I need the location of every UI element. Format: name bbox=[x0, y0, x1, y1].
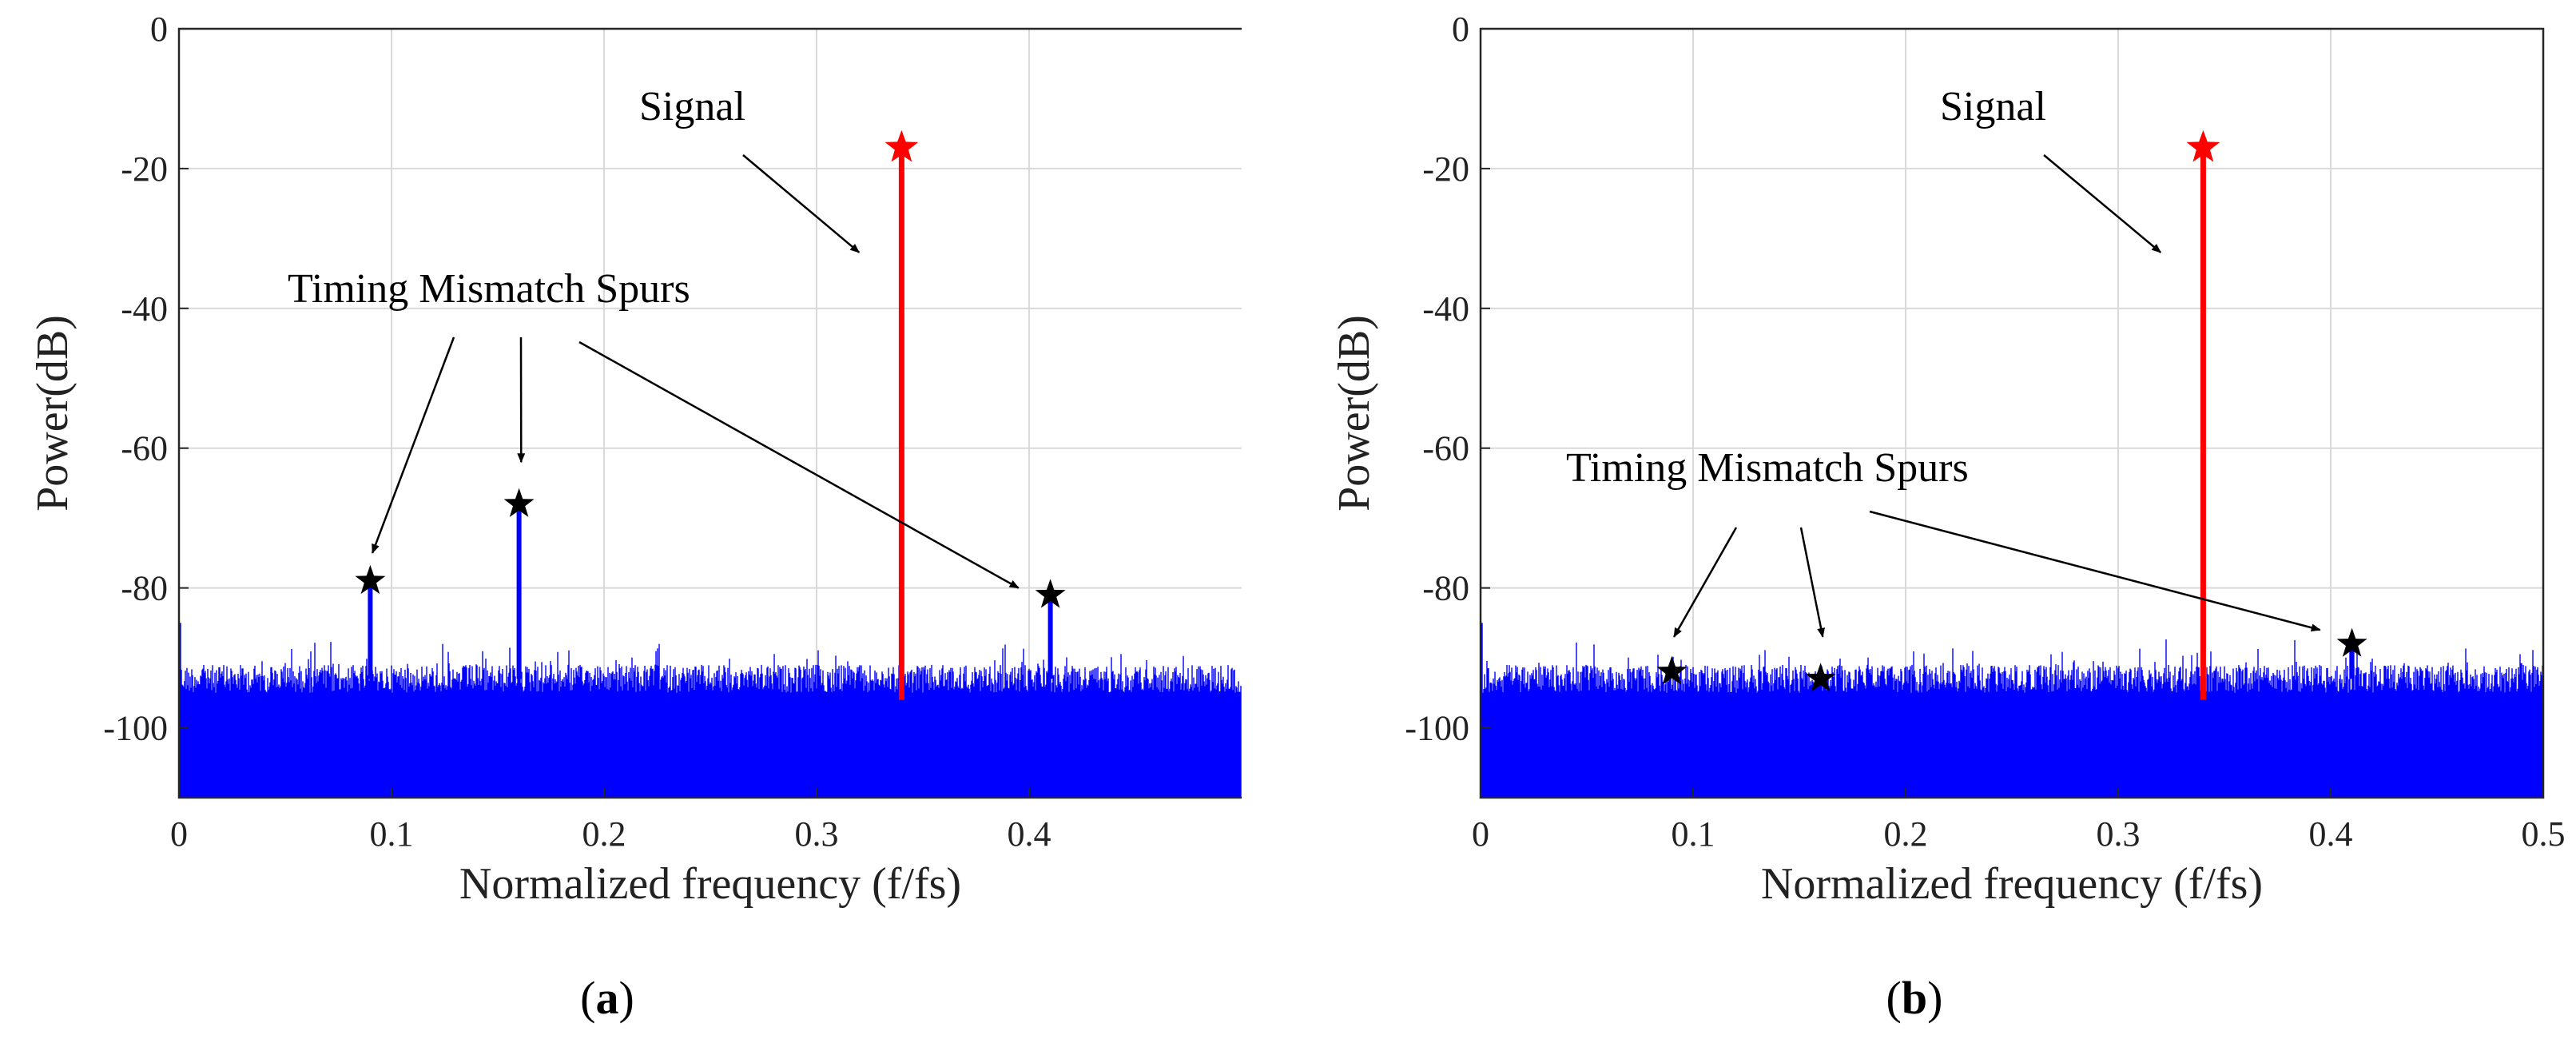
panel-b-xtick-label: 0.3 bbox=[2097, 814, 2141, 854]
panel-a-spur-marker-2 bbox=[1035, 579, 1066, 608]
panel-b-spurs-annotation: Timing Mismatch Spurs bbox=[1566, 445, 1969, 491]
panel-b-noise-floor bbox=[1481, 623, 2543, 798]
panel-a-signal-arrow bbox=[742, 154, 861, 253]
panel-b-signal-marker bbox=[2186, 129, 2220, 162]
panel-a-ytick-label: -100 bbox=[103, 709, 168, 748]
panel-b-xtick-label: 0 bbox=[1472, 814, 1489, 854]
panel-b-xlabel: Normalized frequency (f/fs) bbox=[1761, 859, 2263, 909]
panel-b-signal-arrow bbox=[2043, 154, 2162, 253]
panel-a-signal-marker bbox=[885, 129, 919, 162]
panel-a-xtick-label: 0.4 bbox=[1008, 814, 1051, 854]
panel-b-ytick-label: 0 bbox=[1452, 10, 1469, 49]
panel-b-spur-marker-1 bbox=[1805, 663, 1836, 692]
panel-b-spur-arrow-0 bbox=[1672, 527, 1738, 638]
panel-b-spur-marker-0 bbox=[1656, 655, 1688, 685]
panel-b-label: (b) bbox=[1886, 972, 1943, 1024]
panel-a-signal-annotation: Signal bbox=[639, 84, 745, 129]
panel-b-ylabel: Power(dB) bbox=[1330, 315, 1379, 512]
panel-a-spur-arrow-0 bbox=[371, 336, 455, 554]
panel-a-xtick-label: 0.1 bbox=[370, 814, 414, 854]
panel-a-spur-marker-0 bbox=[355, 564, 386, 595]
panel-b-ytick-label: -20 bbox=[1422, 149, 1469, 189]
panel-a-plot-frame bbox=[177, 27, 1242, 799]
panel-a-ytick-label: 0 bbox=[150, 10, 168, 49]
panel-a-chart: 0 -20 -40 -60 -80 -100 0 0.1 0.2 0.3 0.4 Normalized… bbox=[28, 10, 1242, 1024]
panel-a-ylabel: Power(dB) bbox=[28, 315, 78, 512]
panel-b-plot-frame bbox=[1479, 27, 2545, 799]
panel-a-ytick-label: -20 bbox=[121, 149, 168, 189]
panel-a-ytick-label: -60 bbox=[121, 429, 168, 468]
panel-b-xtick-label: 0.5 bbox=[2522, 814, 2566, 854]
panel-b-xtick-label: 0.1 bbox=[1672, 814, 1715, 854]
panel-a-noise-floor bbox=[179, 623, 1242, 798]
panel-b-spur-arrow-1 bbox=[1799, 527, 1826, 638]
panel-a-ytick-label: -80 bbox=[121, 569, 168, 608]
panel-a-xtick-label: 0 bbox=[170, 814, 188, 854]
panel-b-spur-arrow-2 bbox=[1869, 510, 2321, 632]
panel-b-ytick-label: -60 bbox=[1422, 429, 1469, 468]
panel-b-xtick-label: 0.2 bbox=[1884, 814, 1928, 854]
panel-b-chart: 0 -20 -40 -60 -80 -100 0 0.1 0.2 0.3 0.4 0.5 Normali… bbox=[1330, 10, 2566, 1024]
panel-a-spur-marker-1 bbox=[503, 488, 535, 517]
panel-b-xtick-label: 0.4 bbox=[2309, 814, 2353, 854]
panel-a-xtick-label: 0.3 bbox=[795, 814, 839, 854]
panel-a-xlabel: Normalized frequency (f/fs) bbox=[459, 859, 961, 909]
panel-b-ytick-label: -40 bbox=[1422, 289, 1469, 328]
panel-a-spurs-annotation: Timing Mismatch Spurs bbox=[288, 266, 690, 312]
panel-b-signal-annotation: Signal bbox=[1940, 84, 2046, 129]
panel-a-ytick-label: -40 bbox=[121, 289, 168, 328]
panel-a-spur-arrow-2 bbox=[578, 340, 1020, 589]
panel-b-ytick-label: -80 bbox=[1422, 569, 1469, 608]
panel-a-label: (a) bbox=[580, 972, 634, 1024]
panel-a-xtick-label: 0.2 bbox=[582, 814, 626, 854]
panel-b-ytick-label: -100 bbox=[1405, 709, 1469, 748]
panel-b-spur-marker-2 bbox=[2336, 627, 2367, 657]
